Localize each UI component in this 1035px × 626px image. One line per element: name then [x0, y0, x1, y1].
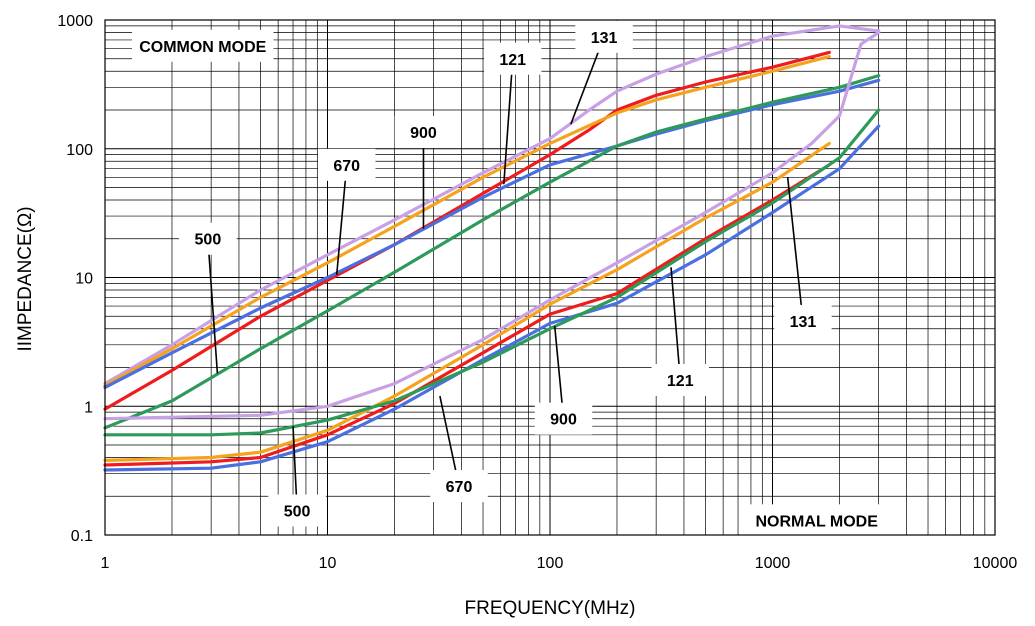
y-tick-label: 1 [84, 399, 93, 416]
callout-label-common-670-box [317, 148, 376, 181]
normal-mode-label: NORMAL MODE [756, 513, 879, 530]
series-layer [103, 24, 881, 472]
series-line-normal-131 [103, 30, 881, 421]
x-tick-label: 10000 [973, 555, 1018, 572]
x-tick-label: 10 [319, 555, 337, 572]
callout-label-common-131: 131 [591, 30, 618, 47]
callout-label-normal-500: 500 [284, 503, 311, 520]
plot-frame [104, 19, 996, 536]
callout-label-normal-500-box [268, 494, 326, 527]
leader-line-common-670 [335, 164, 348, 275]
series-line-normal-900 [103, 141, 831, 462]
y-axis-title: IIMPEDANCE(Ω) [15, 206, 36, 351]
normal-mode-label-box [745, 504, 888, 537]
callout-label-normal-670: 670 [446, 479, 473, 496]
callout-label-normal-900: 900 [550, 412, 577, 429]
y-tick-label: 10 [75, 271, 93, 288]
gridlines [104, 20, 995, 536]
x-tick-label: 100 [537, 555, 564, 572]
common-mode-label-box [132, 29, 274, 62]
callout-label-normal-670-box [430, 470, 488, 503]
callout-label-common-900: 900 [410, 125, 437, 142]
leader-line-normal-121 [670, 267, 682, 381]
callout-label-common-121-box [483, 42, 542, 75]
callout-label-common-121: 121 [499, 52, 526, 69]
common-mode-label: COMMON MODE [139, 39, 266, 56]
series-line-normal-500 [103, 108, 881, 437]
callout-label-common-900-box [394, 115, 453, 148]
series-line-common-900 [103, 54, 831, 388]
y-tick-label: 1000 [57, 13, 93, 30]
series-line-normal-121 [103, 163, 831, 467]
callout-label-common-500-box [179, 222, 237, 255]
x-tick-label: 1 [101, 555, 110, 572]
callout-label-normal-131-box [774, 304, 832, 337]
y-tick-label: 100 [66, 142, 93, 159]
callout-label-normal-900-box [534, 402, 593, 435]
callout-label-common-131-box [575, 20, 633, 53]
leader-line-common-121 [503, 58, 514, 185]
callout-label-normal-131: 131 [790, 314, 817, 331]
y-tick-label: 0.1 [71, 528, 93, 545]
leader-line-common-500 [207, 238, 219, 374]
leader-line-normal-131 [786, 177, 804, 322]
series-line-common-121 [103, 50, 831, 411]
callout-label-normal-121-box [651, 363, 710, 396]
callout-label-common-670: 670 [333, 158, 360, 175]
axis-ticks: 1 10 100 1000 10000 0.1 1 10 100 1000 [57, 13, 1017, 572]
callout-label-normal-121: 121 [667, 373, 694, 390]
series-line-common-670 [103, 78, 881, 389]
series-line-normal-670 [103, 124, 881, 472]
series-line-common-500 [103, 73, 881, 430]
series-line-common-131 [103, 24, 881, 386]
callouts: 131 121 900 670 500 500 670 900 121 131 COMMON MOD… [132, 20, 888, 537]
x-tick-label: 1000 [755, 555, 791, 572]
callout-label-common-500: 500 [195, 232, 222, 249]
x-axis-title: FREQUENCY(MHz) [465, 598, 636, 619]
